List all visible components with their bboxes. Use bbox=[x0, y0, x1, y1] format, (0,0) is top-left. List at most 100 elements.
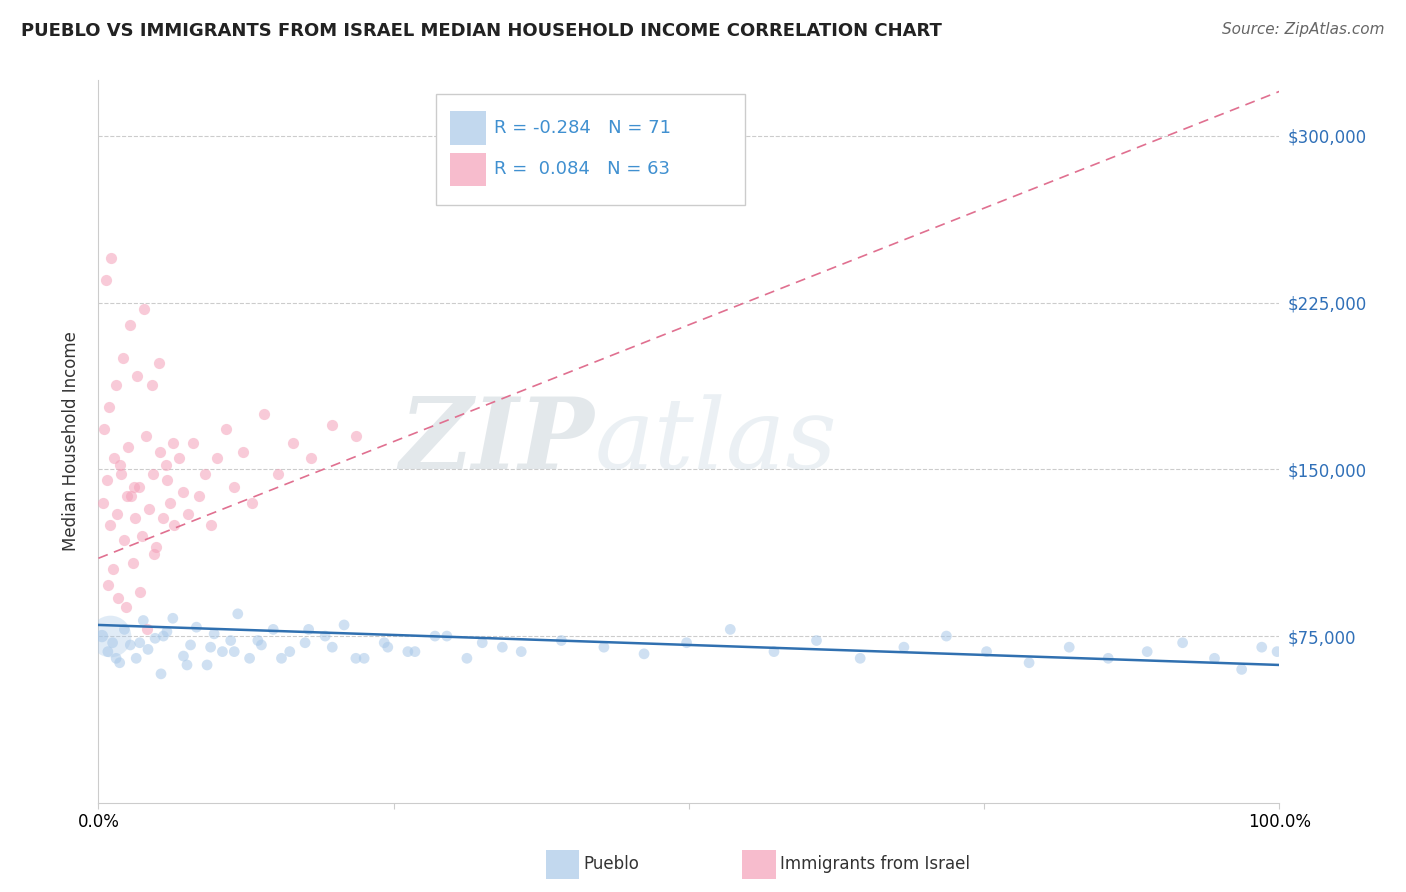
Point bbox=[172, 484, 194, 499]
Point bbox=[240, 496, 263, 510]
Point bbox=[1265, 645, 1288, 659]
Text: Source: ZipAtlas.com: Source: ZipAtlas.com bbox=[1222, 22, 1385, 37]
Point bbox=[404, 645, 426, 659]
Point bbox=[211, 645, 233, 659]
Point bbox=[893, 640, 915, 655]
Point bbox=[194, 467, 217, 481]
Point bbox=[98, 400, 121, 414]
Point bbox=[202, 627, 225, 641]
Text: PUEBLO VS IMMIGRANTS FROM ISRAEL MEDIAN HOUSEHOLD INCOME CORRELATION CHART: PUEBLO VS IMMIGRANTS FROM ISRAEL MEDIAN … bbox=[21, 22, 942, 40]
Point bbox=[321, 640, 343, 655]
Point bbox=[120, 638, 142, 652]
Text: atlas: atlas bbox=[595, 394, 837, 489]
Point bbox=[224, 645, 246, 659]
Point bbox=[262, 623, 284, 637]
Point bbox=[344, 651, 367, 665]
Point bbox=[633, 647, 655, 661]
Point bbox=[98, 629, 121, 643]
Point bbox=[112, 351, 135, 366]
Point bbox=[321, 417, 343, 432]
Point bbox=[294, 636, 316, 650]
Point bbox=[98, 517, 121, 532]
Point bbox=[107, 591, 129, 606]
Point bbox=[491, 640, 513, 655]
Point bbox=[1250, 640, 1272, 655]
Point bbox=[156, 474, 179, 488]
Point bbox=[131, 529, 153, 543]
Point bbox=[205, 451, 228, 466]
Point bbox=[149, 444, 172, 458]
Point bbox=[162, 435, 184, 450]
Point bbox=[101, 636, 124, 650]
Point bbox=[142, 467, 165, 481]
Point bbox=[156, 624, 179, 639]
Point bbox=[436, 629, 458, 643]
Point bbox=[110, 467, 132, 481]
Point bbox=[122, 480, 145, 494]
Point bbox=[1057, 640, 1080, 655]
Text: R =  0.084   N = 63: R = 0.084 N = 63 bbox=[494, 161, 669, 178]
Point bbox=[353, 651, 375, 665]
Point bbox=[142, 547, 165, 561]
Point bbox=[96, 474, 118, 488]
Point bbox=[718, 623, 741, 637]
Point bbox=[136, 642, 159, 657]
Text: ZIP: ZIP bbox=[399, 393, 595, 490]
Point bbox=[267, 467, 290, 481]
Point bbox=[94, 273, 117, 287]
Point bbox=[177, 507, 200, 521]
Point bbox=[314, 629, 336, 643]
Point bbox=[124, 511, 146, 525]
Point bbox=[108, 458, 131, 472]
Point bbox=[510, 645, 533, 659]
Point bbox=[219, 633, 242, 648]
Point bbox=[112, 623, 135, 637]
Point bbox=[180, 638, 202, 652]
Point bbox=[115, 489, 138, 503]
Point bbox=[195, 657, 218, 672]
Text: R = -0.284   N = 71: R = -0.284 N = 71 bbox=[494, 119, 671, 136]
Point bbox=[299, 451, 322, 466]
Point bbox=[105, 377, 128, 392]
Point bbox=[112, 533, 135, 548]
Point bbox=[159, 496, 181, 510]
Point bbox=[849, 651, 872, 665]
Point bbox=[91, 496, 114, 510]
Point bbox=[121, 489, 143, 503]
Point bbox=[278, 645, 301, 659]
Point bbox=[200, 640, 222, 655]
Point bbox=[239, 651, 262, 665]
Point bbox=[128, 584, 150, 599]
Point bbox=[148, 356, 170, 370]
Point bbox=[163, 517, 186, 532]
Point bbox=[471, 636, 494, 650]
Point bbox=[143, 632, 166, 646]
Point bbox=[138, 502, 160, 516]
Point bbox=[1230, 662, 1253, 676]
Point bbox=[176, 657, 198, 672]
Point bbox=[135, 623, 157, 637]
Point bbox=[1136, 645, 1159, 659]
Point bbox=[91, 629, 114, 643]
Point bbox=[373, 636, 395, 650]
Point bbox=[100, 251, 122, 265]
Point bbox=[250, 638, 273, 652]
Point bbox=[215, 422, 238, 436]
Point bbox=[224, 480, 246, 494]
Point bbox=[1204, 651, 1226, 665]
Point bbox=[1171, 636, 1194, 650]
Point bbox=[253, 407, 276, 421]
Point bbox=[762, 645, 785, 659]
Point bbox=[105, 507, 128, 521]
Point bbox=[344, 429, 367, 443]
Point bbox=[187, 489, 209, 503]
Point bbox=[101, 562, 124, 576]
Point bbox=[1018, 656, 1040, 670]
Point bbox=[117, 440, 139, 454]
Point bbox=[120, 318, 142, 332]
Point bbox=[675, 636, 697, 650]
Point bbox=[152, 511, 174, 525]
Point bbox=[93, 422, 115, 436]
Point bbox=[298, 623, 321, 637]
Point bbox=[150, 666, 173, 681]
